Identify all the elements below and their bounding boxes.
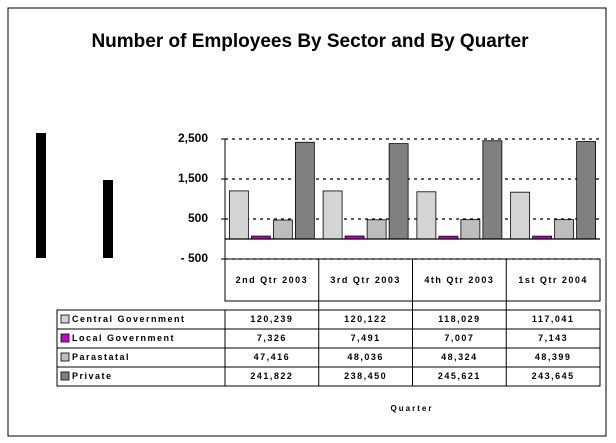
bar — [388, 143, 409, 240]
bar — [416, 191, 437, 240]
bar — [366, 219, 387, 240]
bar — [460, 219, 481, 240]
title-box: Number of Employees By Sector and By Qua… — [91, 31, 529, 52]
data-label: 238,450 — [344, 371, 387, 381]
data-label: 243,645 — [532, 371, 575, 381]
data-label: 120,122 — [344, 314, 387, 324]
category-box: 3rd Qtr 2003 — [330, 275, 401, 285]
data-label: 48,399 — [535, 352, 572, 362]
bar — [228, 190, 249, 240]
data-label: 7,007 — [444, 333, 474, 343]
data-label: 47,416 — [254, 352, 291, 362]
artifact-bar — [103, 180, 113, 258]
bar — [322, 190, 343, 240]
x-tick-label: 1st Qtr 2004 — [518, 275, 588, 285]
legend-label: Central Government — [72, 314, 186, 324]
category-box: 1st Qtr 2004 — [518, 275, 588, 285]
x-tick-label: 3rd Qtr 2003 — [330, 275, 401, 285]
bar — [294, 141, 315, 240]
bar — [554, 219, 575, 240]
artifact-bar — [36, 133, 46, 258]
data-label: 48,324 — [441, 352, 478, 362]
data-label: 7,491 — [351, 333, 381, 343]
legend-swatch — [60, 371, 70, 381]
y-tick-label: - 500 — [181, 251, 209, 265]
chart-title: Number of Employees By Sector and By Qua… — [91, 31, 529, 52]
category-box: 4th Qtr 2003 — [424, 275, 495, 285]
bar — [510, 191, 531, 240]
bar — [272, 219, 293, 240]
x-tick-label: 4th Qtr 2003 — [424, 275, 495, 285]
legend-label: Local Government — [72, 333, 175, 343]
data-label: 7,143 — [538, 333, 568, 343]
legend-swatch — [60, 352, 70, 362]
data-label: 120,239 — [250, 314, 293, 324]
data-label: 245,621 — [438, 371, 481, 381]
data-label: 7,326 — [257, 333, 287, 343]
x-axis-label: Quarter — [391, 404, 434, 413]
y-tick-label: 500 — [188, 211, 208, 225]
y-tick-label: 1,500 — [178, 171, 208, 185]
bar — [482, 140, 503, 240]
data-label: 241,822 — [250, 371, 293, 381]
data-label: 117,041 — [532, 314, 575, 324]
legend-swatch — [60, 333, 70, 343]
legend-label: Private — [72, 371, 113, 381]
data-label: 48,036 — [347, 352, 384, 362]
x-tick-label: 2nd Qtr 2003 — [235, 275, 309, 285]
y-tick-label: 2,500 — [178, 131, 208, 145]
legend-label: Parastatal — [72, 352, 130, 362]
category-box: 2nd Qtr 2003 — [235, 275, 309, 285]
bar — [576, 141, 597, 240]
legend-swatch — [60, 314, 70, 324]
data-label: 118,029 — [438, 314, 481, 324]
